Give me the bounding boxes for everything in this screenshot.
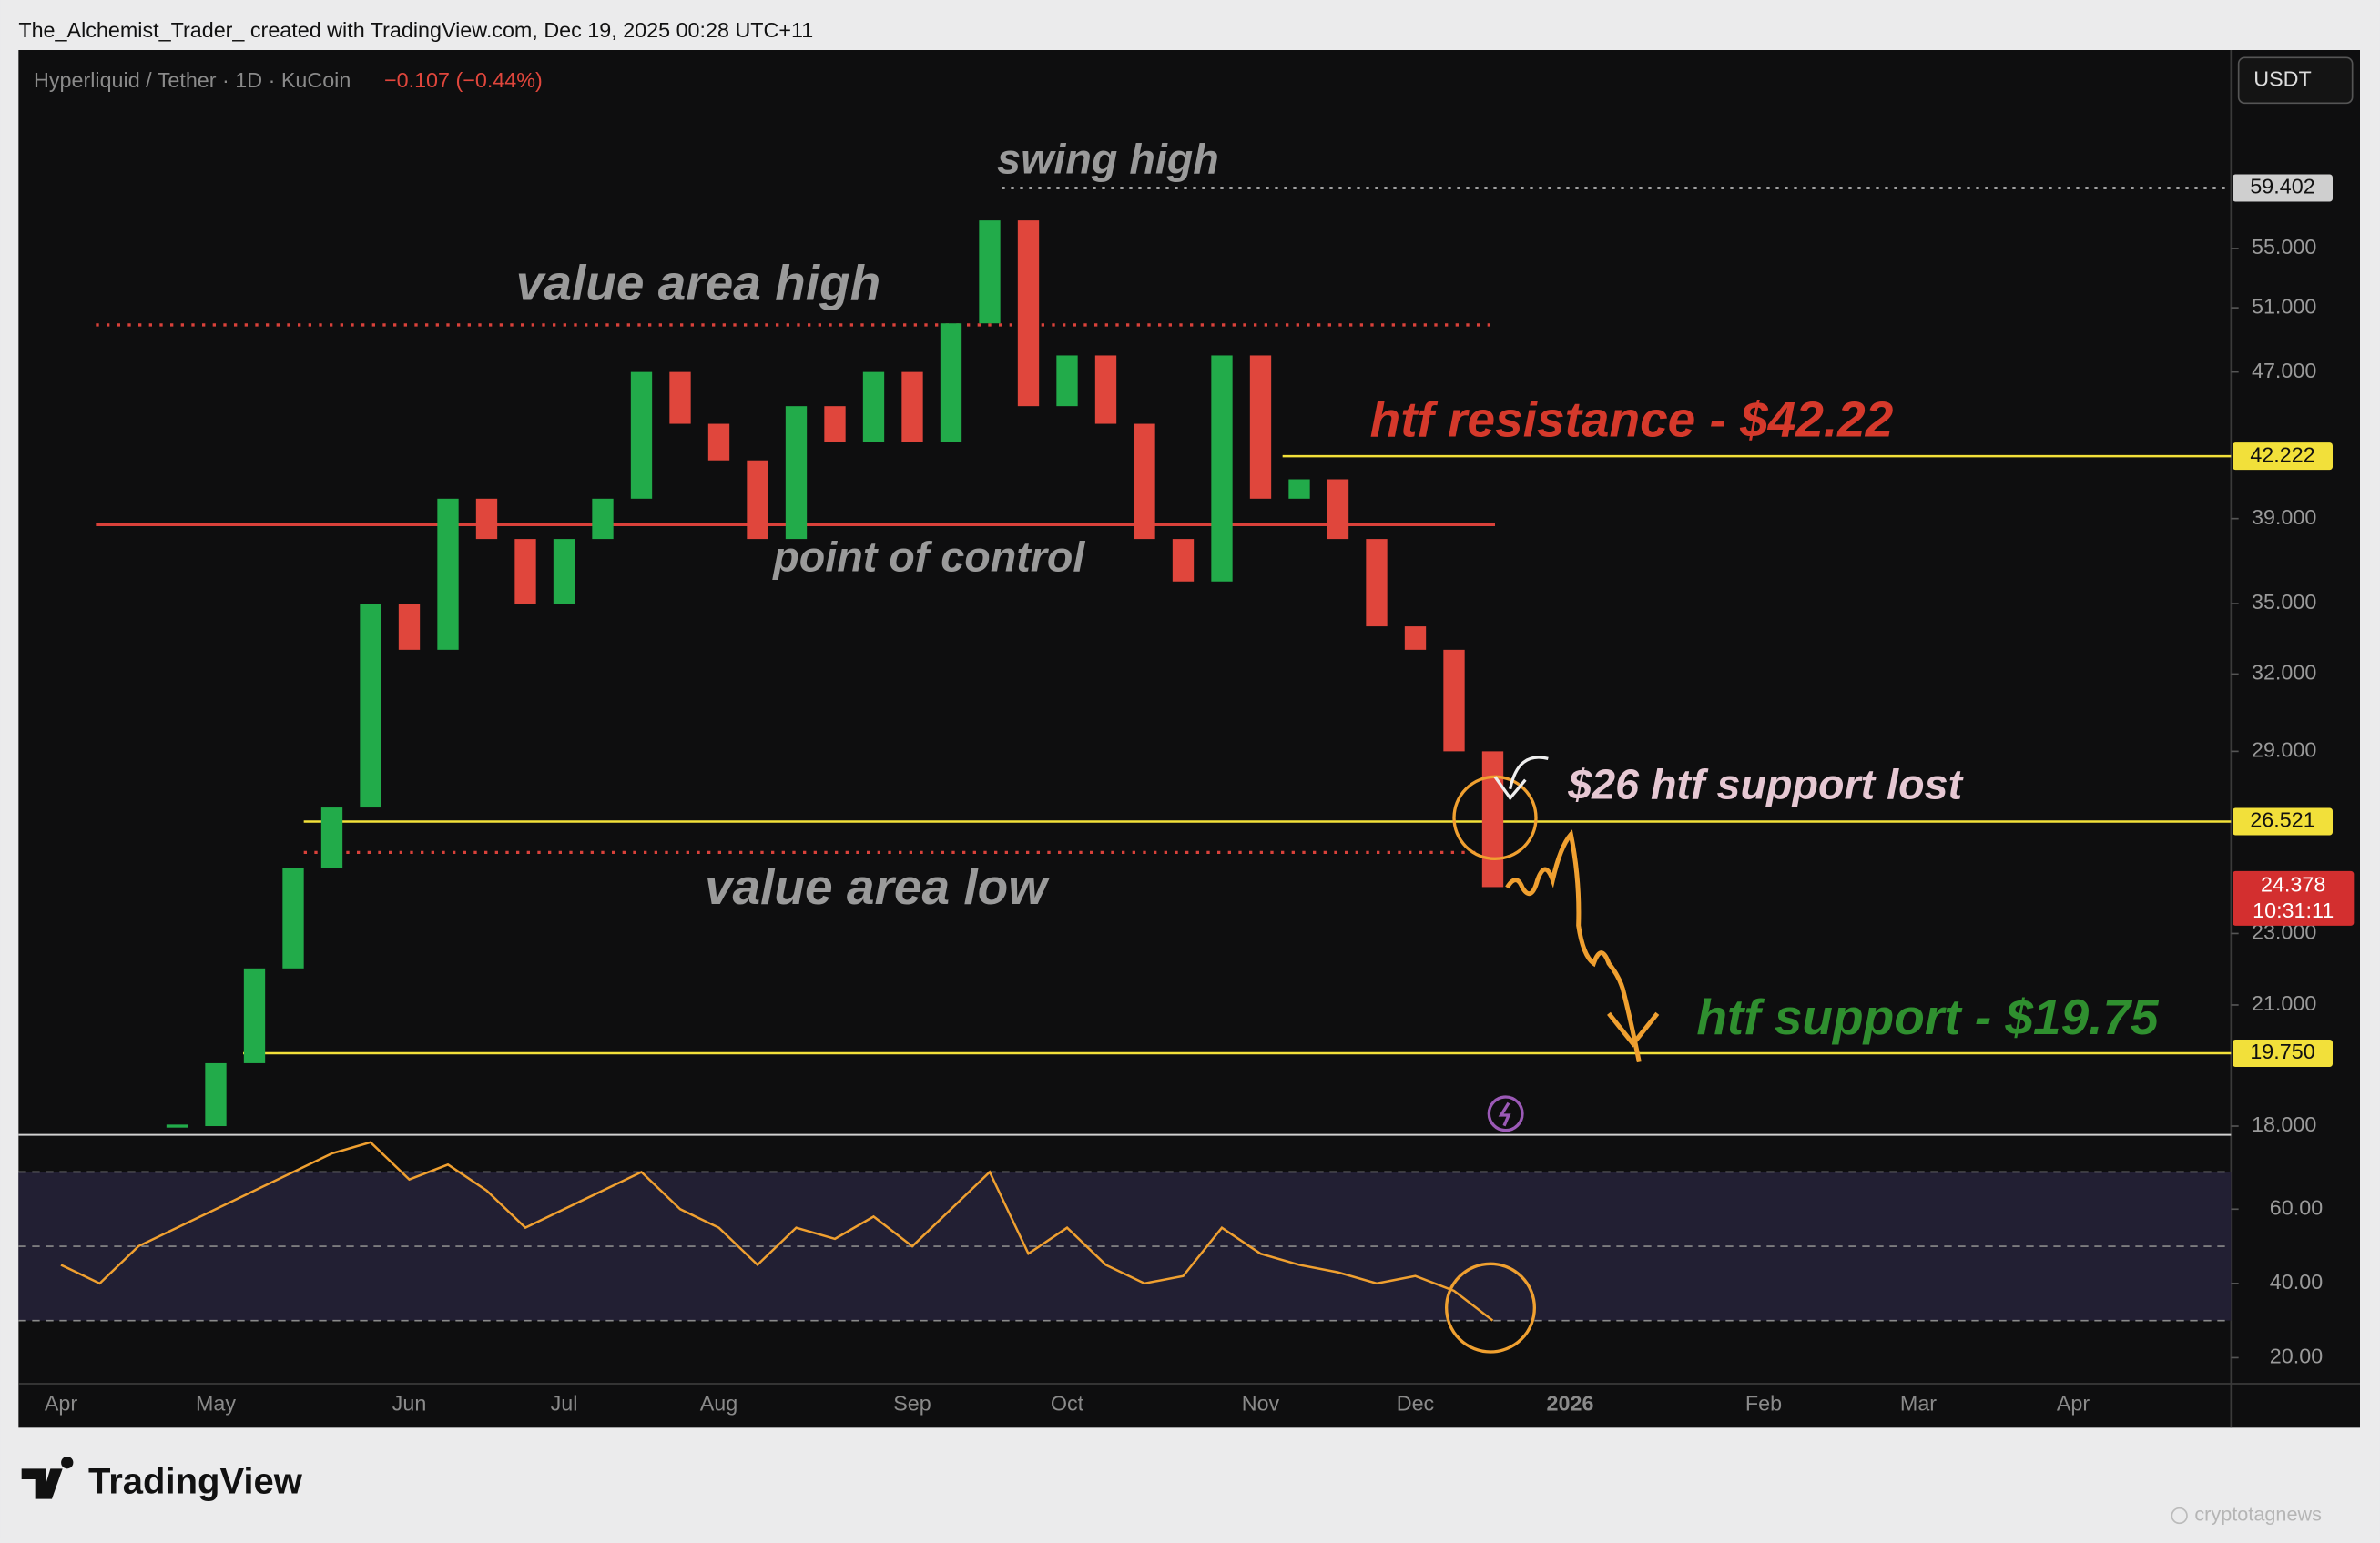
currency-box[interactable] xyxy=(2237,56,2354,105)
brand: TradingView xyxy=(88,1462,303,1502)
level-tag xyxy=(2233,174,2333,202)
candle xyxy=(940,323,962,442)
candle xyxy=(824,406,846,442)
candle xyxy=(862,371,885,442)
candle xyxy=(1017,220,1040,407)
candle xyxy=(514,539,536,604)
projection-arrow xyxy=(1505,829,1642,1063)
candle xyxy=(243,968,266,1063)
level-tag-label: 26.521 xyxy=(2250,808,2314,832)
x-tick-label: Aug xyxy=(700,1391,738,1415)
x-tick-label: Apr xyxy=(2057,1391,2090,1415)
level-tag xyxy=(2233,442,2333,471)
currency[interactable]: USDT xyxy=(2253,66,2312,90)
annotation: swing high xyxy=(997,136,1219,183)
candle xyxy=(707,423,730,461)
pointer-arrow xyxy=(1493,756,1549,801)
candle xyxy=(1481,751,1504,888)
y-tick-label: 32.000 xyxy=(2252,661,2316,685)
level-tag-label: 19.750 xyxy=(2250,1040,2314,1063)
candle xyxy=(669,371,691,424)
y-tick-label: 40.00 xyxy=(2270,1270,2323,1294)
x-tick-label: Apr xyxy=(45,1391,78,1415)
level-tag xyxy=(2233,1039,2333,1067)
event-icon-bolt xyxy=(1498,1101,1511,1127)
candle xyxy=(360,604,381,808)
candle xyxy=(747,460,768,540)
candle xyxy=(630,371,653,499)
change: −0.107 (−0.44%) xyxy=(384,68,543,92)
candle xyxy=(475,498,498,540)
level-tag xyxy=(2233,807,2333,836)
annotation: value area low xyxy=(705,858,1050,915)
annotation: $26 htf support lost xyxy=(1567,760,1964,807)
candle xyxy=(1404,626,1427,650)
y-tick-label: 60.00 xyxy=(2270,1195,2323,1219)
annotation: htf resistance - $42.22 xyxy=(1370,391,1894,448)
y-tick-label: 35.000 xyxy=(2252,590,2316,614)
arrow-head xyxy=(1607,1011,1660,1048)
candle xyxy=(398,604,421,650)
highlight-circle xyxy=(1445,1262,1537,1354)
x-tick-label: Jul xyxy=(551,1391,578,1415)
x-tick-label: Feb xyxy=(1745,1391,1782,1415)
x-tick-label: Nov xyxy=(1242,1391,1280,1415)
y-tick-label: 51.000 xyxy=(2252,294,2316,318)
x-tick-label: Sep xyxy=(893,1391,931,1415)
candle xyxy=(553,539,575,604)
candle xyxy=(785,406,808,540)
candle xyxy=(592,498,614,540)
y-tick-label: 55.000 xyxy=(2252,235,2316,259)
y-tick-label: 47.000 xyxy=(2252,359,2316,382)
x-tick-label: 2026 xyxy=(1547,1391,1594,1415)
level-tag-label: 42.222 xyxy=(2250,442,2314,466)
candle xyxy=(1443,649,1465,752)
event-icon[interactable] xyxy=(1487,1095,1524,1132)
candle xyxy=(1094,355,1117,424)
watermark-icon xyxy=(2171,1507,2188,1525)
y-tick-label: 39.000 xyxy=(2252,505,2316,529)
annotation: htf support - $19.75 xyxy=(1696,989,2160,1045)
brand-logo xyxy=(21,1457,74,1499)
candle xyxy=(205,1062,227,1127)
rsi-line xyxy=(60,1141,1494,1322)
candle xyxy=(166,1124,188,1128)
annotation: value area high xyxy=(516,255,880,311)
last-price: 24.378 xyxy=(2261,873,2325,897)
countdown: 10:31:11 xyxy=(2253,898,2334,922)
candle xyxy=(437,498,459,650)
x-tick-label: Dec xyxy=(1397,1391,1435,1415)
candle xyxy=(1366,539,1388,627)
candle xyxy=(1288,479,1310,499)
candle xyxy=(1172,539,1195,582)
candle xyxy=(320,807,343,868)
annotation: point of control xyxy=(771,533,1085,580)
level-tag-label: 59.402 xyxy=(2250,175,2314,198)
watermark: cryptotagnews xyxy=(2194,1503,2322,1526)
plot: Apr May Jun Jul Aug Sep Oct Nov Dec 2026 Feb Mar Apr… xyxy=(18,136,2355,1415)
candle xyxy=(901,371,923,442)
last-price-tag xyxy=(2233,870,2355,926)
x-tick-label: Jun xyxy=(392,1391,427,1415)
x-tick-label: Mar xyxy=(1900,1391,1937,1415)
caption: The_Alchemist_Trader_ created with Tradi… xyxy=(18,18,813,42)
candle xyxy=(1134,423,1155,540)
y-tick-label: 20.00 xyxy=(2270,1345,2323,1368)
symbol: Hyperliquid / Tether · 1D · KuCoin xyxy=(34,68,351,92)
candle xyxy=(1211,355,1233,582)
x-tick-label: Oct xyxy=(1051,1391,1084,1415)
y-tick-label: 18.000 xyxy=(2252,1112,2316,1136)
y-tick-label: 29.000 xyxy=(2252,738,2316,762)
candle xyxy=(282,868,304,969)
candle xyxy=(979,220,1001,324)
candle xyxy=(1327,479,1349,540)
candle xyxy=(1056,355,1078,407)
candle xyxy=(1249,355,1272,499)
x-tick-label: May xyxy=(196,1391,236,1415)
y-tick-label: 21.000 xyxy=(2252,991,2316,1015)
